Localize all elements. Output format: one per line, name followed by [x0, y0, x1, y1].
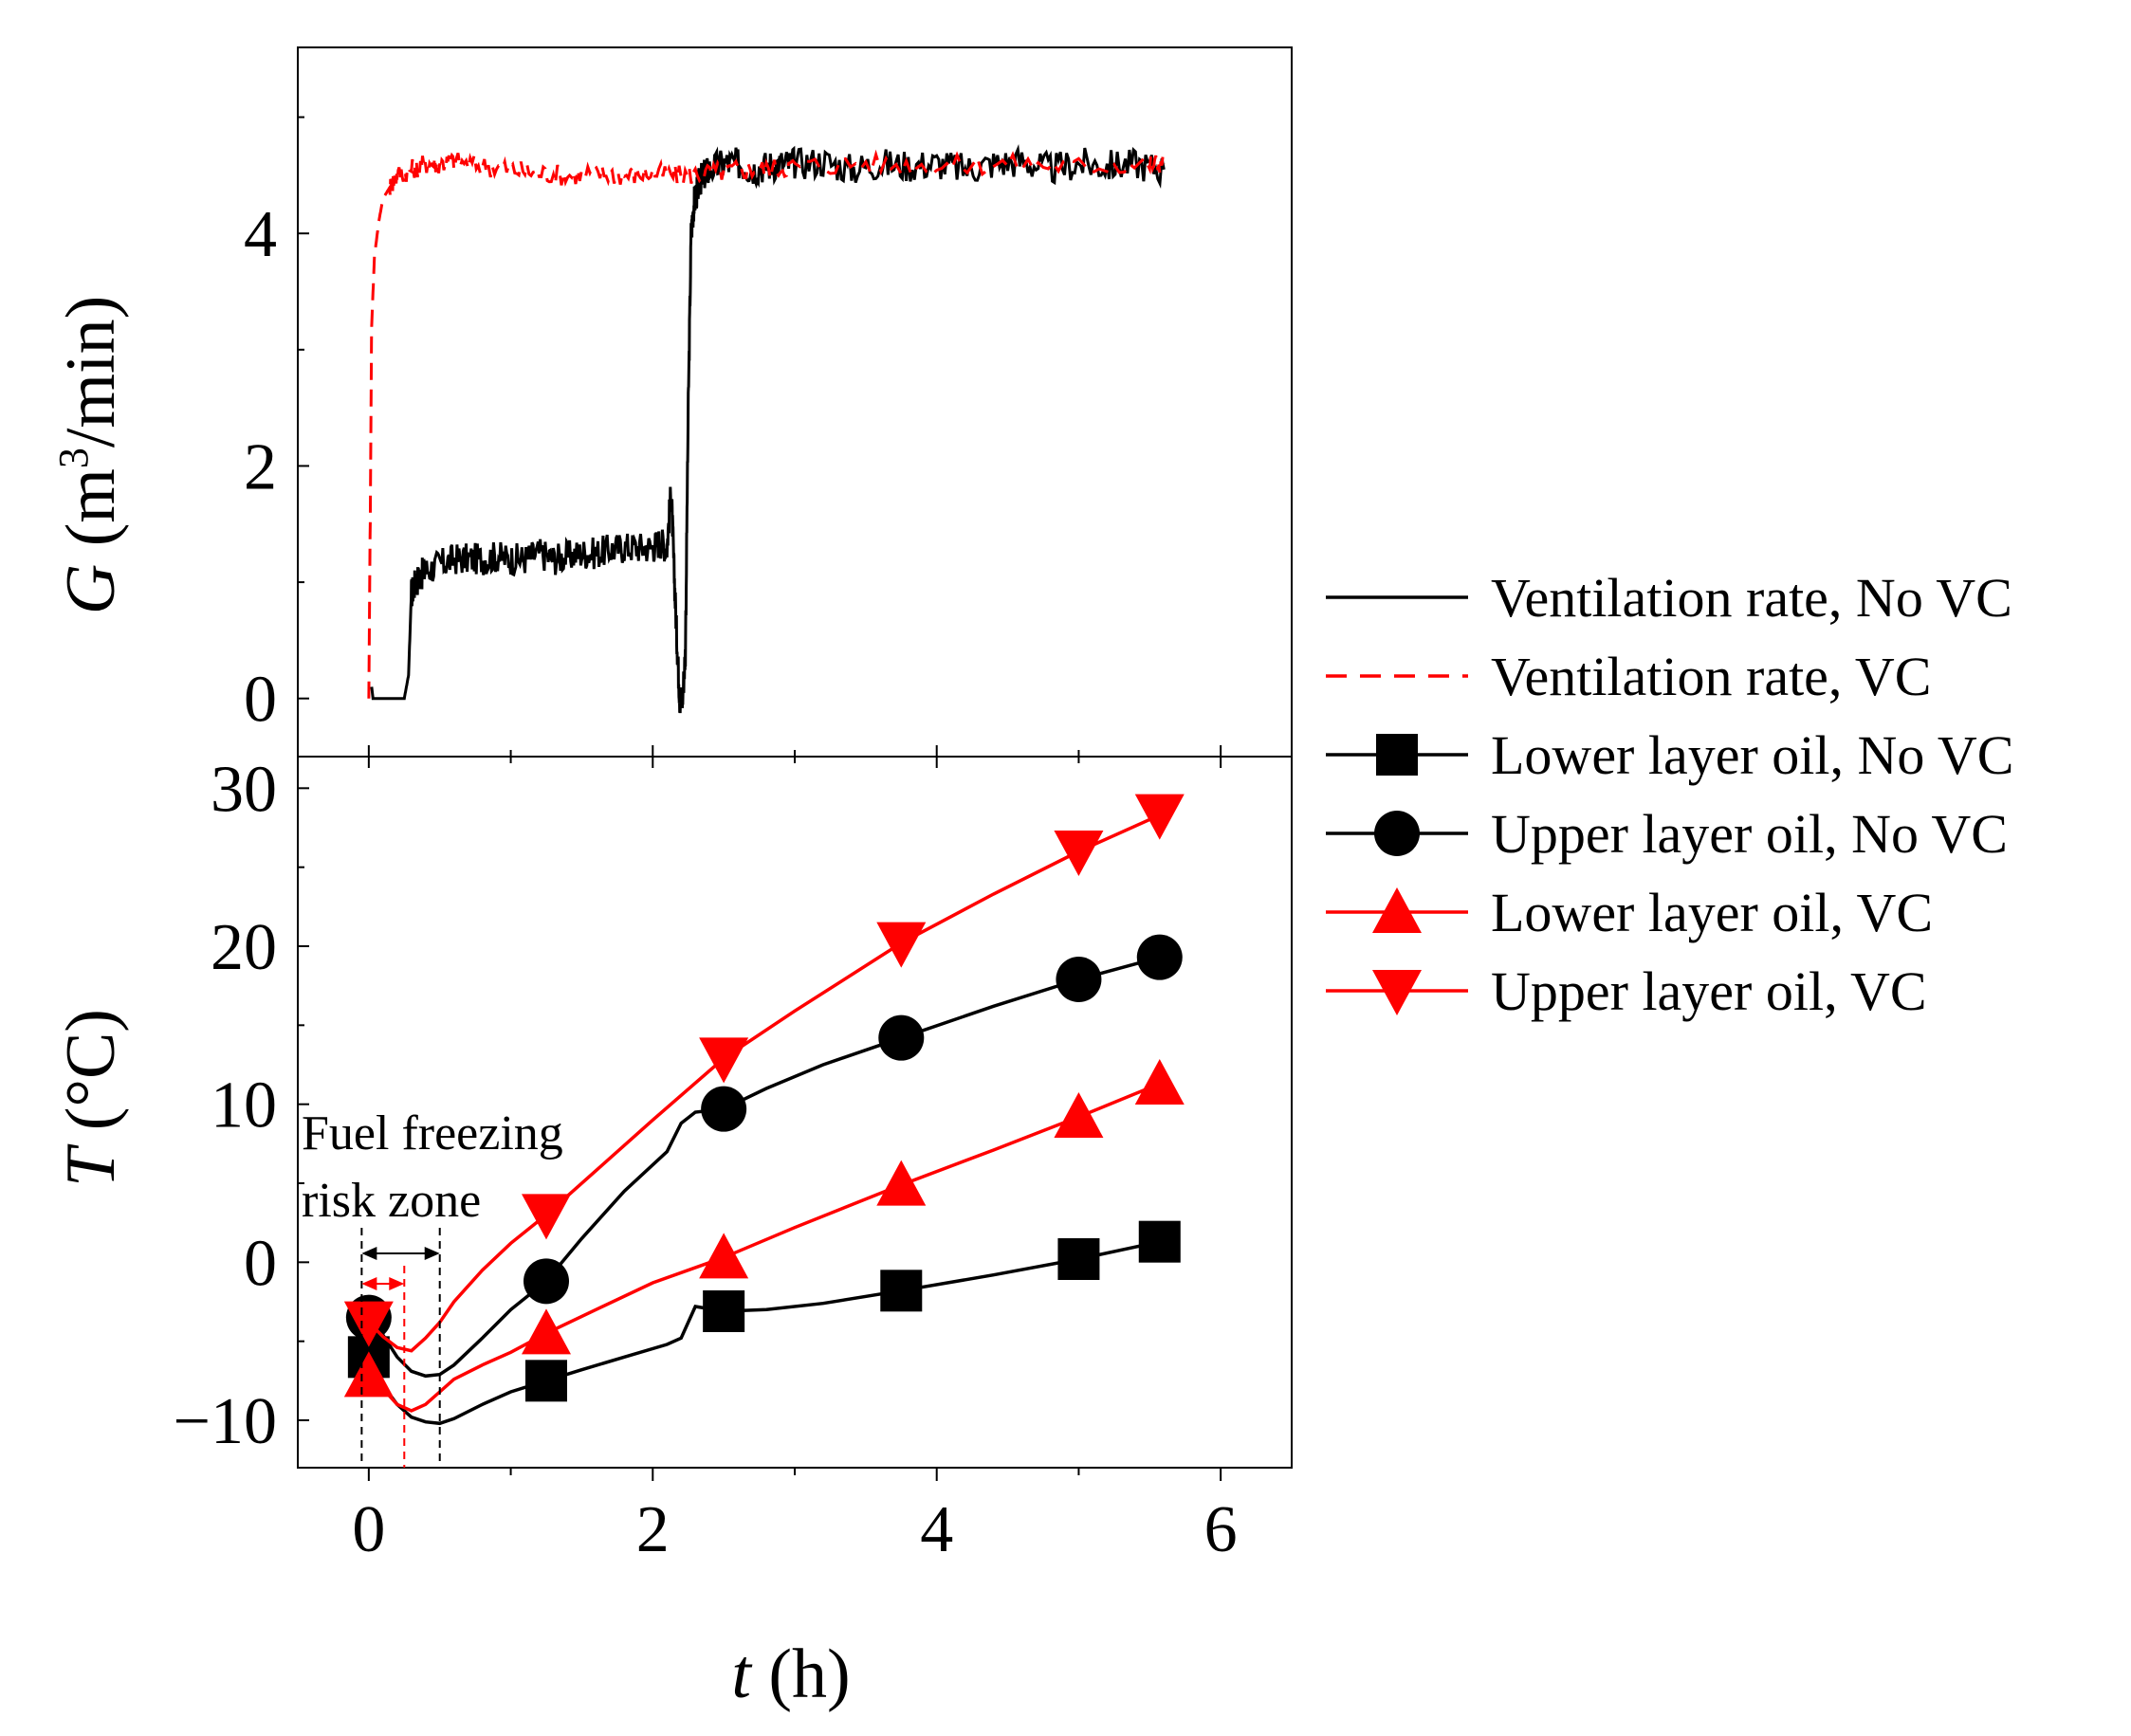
series-lower-oil-vc-marker: [1134, 1059, 1185, 1105]
series-upper-oil-no-vc-marker: [701, 1086, 747, 1132]
legend-marker-4: [1372, 887, 1422, 933]
series-lower-oil-no-vc-marker: [1138, 1220, 1181, 1263]
risk-zone-label-line2: risk zone: [302, 1174, 481, 1228]
legend-label-1: Ventilation rate, VC: [1491, 646, 1931, 707]
legend-marker-2: [1376, 734, 1418, 776]
bottom-y-axis-label: T (°C): [52, 1009, 130, 1187]
series-lower-oil-vc-marker: [522, 1308, 571, 1355]
series-upper-oil-vc-marker: [1054, 831, 1104, 876]
legend-label-5: Upper layer oil, VC: [1491, 960, 1927, 1022]
bottom-y-tick-label: 0: [244, 1227, 277, 1300]
top-y-tick-label: 0: [244, 664, 277, 737]
legend-marker-3: [1374, 811, 1420, 856]
bottom-y-tick-label: −10: [174, 1385, 277, 1458]
series-upper-oil-vc-marker: [699, 1037, 749, 1084]
series-upper-oil-vc-marker: [1134, 794, 1185, 840]
risk-zone-label-line1: Fuel freezing: [302, 1106, 563, 1160]
bottom-y-tick-label: 10: [211, 1069, 277, 1142]
top-panel: 0 2 4: [244, 46, 1293, 758]
top-y-axis-label: G (m3/min): [50, 296, 130, 614]
series-lower-oil-no-vc-marker: [703, 1290, 745, 1332]
risk-zone-arrow-vc-head-left: [361, 1277, 377, 1290]
series-lower-oil-no-vc-marker: [880, 1270, 923, 1312]
x-axis-label: t (h): [731, 1635, 850, 1713]
legend-label-3: Upper layer oil, No VC: [1491, 803, 2008, 865]
series-lower-oil-no-vc: [367, 1239, 1161, 1426]
risk-zone-arrow-no-vc-head-right: [424, 1247, 440, 1260]
bottom-x-tick-label: 6: [1204, 1493, 1238, 1566]
series-lower-oil-no-vc-marker: [525, 1360, 567, 1402]
series-upper-oil-no-vc-marker: [524, 1258, 569, 1305]
series-upper-oil-no-vc-marker: [1136, 934, 1183, 980]
series-upper-oil-no-vc: [367, 956, 1161, 1379]
series-upper-oil-no-vc-marker: [1056, 957, 1102, 1002]
bottom-x-tick-label: 4: [920, 1493, 953, 1566]
top-y-tick-label: 4: [244, 198, 277, 271]
risk-zone-arrow-no-vc-head-left: [361, 1247, 377, 1260]
bottom-y-tick-label: 30: [211, 753, 277, 826]
legend-marker-5: [1372, 970, 1422, 1015]
series-lower-oil-vc-marker: [1054, 1092, 1104, 1138]
series-lower-oil-no-vc-marker: [1057, 1238, 1100, 1280]
legend-label-0: Ventilation rate, No VC: [1491, 567, 2012, 629]
series-upper-oil-vc-marker: [876, 922, 927, 968]
bottom-panel: −10 0 10 20 30 0 2 4 6: [174, 753, 1293, 1566]
bottom-x-tick-label: 2: [636, 1493, 670, 1566]
risk-zone-arrow-vc-head-right: [389, 1277, 405, 1290]
series-ventilation-no-vc: [370, 143, 1166, 714]
bottom-y-tick-label: 20: [211, 911, 277, 984]
series-lower-oil-vc-marker: [343, 1351, 394, 1398]
series-upper-oil-vc-marker: [522, 1194, 571, 1240]
series-upper-oil-no-vc-marker: [878, 1014, 925, 1061]
top-y-tick-label: 2: [244, 430, 277, 503]
legend: Ventilation rate, No VC Ventilation rate,…: [1326, 567, 2013, 1022]
series-lower-oil-vc-marker: [876, 1160, 927, 1206]
series-upper-oil-vc-marker: [343, 1301, 394, 1347]
legend-label-2: Lower layer oil, No VC: [1491, 724, 2013, 786]
series-ventilation-vc: [367, 149, 1166, 699]
series-lower-oil-vc-marker: [699, 1233, 749, 1279]
legend-label-4: Lower layer oil, VC: [1491, 882, 1933, 943]
bottom-x-tick-label: 0: [352, 1493, 385, 1566]
series-upper-oil-vc: [367, 813, 1161, 1353]
